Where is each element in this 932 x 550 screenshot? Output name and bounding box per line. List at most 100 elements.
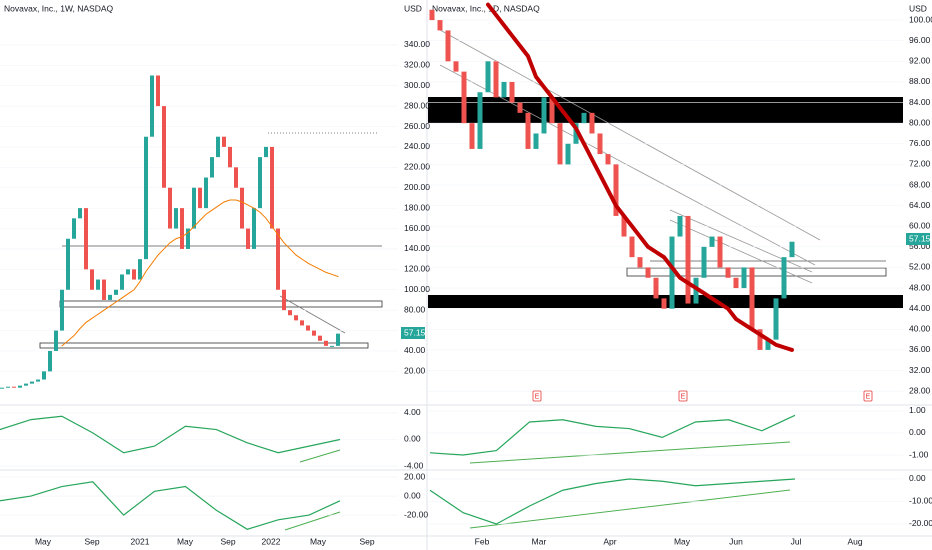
candle [493, 61, 499, 98]
candle [216, 136, 220, 158]
y-tick-label: -10.00 [909, 496, 932, 506]
candle [789, 241, 795, 258]
y-tick-label: 0.00 [909, 473, 926, 483]
x-tick-label: Mar [532, 536, 547, 546]
candle [222, 136, 226, 147]
candle [156, 75, 160, 107]
y-tick-label: -4.00 [404, 460, 424, 470]
x-tick-label: May [35, 536, 52, 546]
y-tick-label: 1.00 [909, 405, 926, 415]
candle [300, 320, 304, 326]
candle [509, 81, 515, 103]
candle [661, 298, 667, 309]
candle [114, 289, 118, 295]
y-tick-label: 260.00 [404, 121, 430, 131]
indicator-line [429, 414, 796, 456]
indicator-line [0, 415, 341, 454]
y-tick-label: 28.00 [909, 385, 931, 395]
candle [741, 267, 747, 289]
candle [162, 106, 166, 188]
candle [0, 387, 4, 389]
y-tick-label: 92.00 [909, 56, 931, 66]
candle [60, 289, 64, 331]
y-tick-label: 20.00 [404, 471, 426, 481]
y-tick-label: 0.00 [909, 427, 926, 437]
trend-line [669, 209, 813, 273]
candle [445, 30, 451, 62]
moving-average [61, 199, 339, 347]
candle [773, 298, 779, 340]
candle [228, 146, 232, 168]
candle [126, 269, 130, 275]
candle [108, 294, 112, 300]
candle [653, 277, 659, 299]
candle [709, 236, 715, 247]
y-tick-label: 76.00 [909, 138, 931, 148]
candle [36, 379, 40, 382]
candle [204, 177, 208, 209]
candle [485, 61, 491, 93]
y-tick-label: 280.00 [404, 100, 430, 110]
candle [210, 157, 214, 178]
candle [312, 330, 316, 336]
candle [132, 269, 136, 280]
x-tick-label: Apr [603, 536, 616, 546]
candle [621, 215, 627, 237]
candle [90, 269, 94, 290]
candle [725, 267, 731, 278]
y-tick-label: 0.00 [404, 434, 421, 444]
y-tick-label: 240.00 [404, 141, 430, 151]
candle [102, 279, 106, 300]
chart-title: Novavax, Inc., 1W, NASDAQ [4, 3, 114, 13]
earnings-marker [863, 390, 873, 402]
y-tick-label: 84.00 [909, 97, 931, 107]
candle [765, 339, 771, 350]
divergence-line [469, 489, 791, 529]
candle [324, 340, 328, 346]
candle [717, 236, 723, 268]
x-tick-label: May [674, 536, 691, 546]
x-tick-label: May [310, 536, 327, 546]
y-tick-label: 64.00 [909, 200, 931, 210]
candle [234, 167, 238, 188]
candle [120, 274, 124, 290]
trend-line [439, 64, 816, 266]
candle [18, 385, 22, 388]
y-tick-label: 320.00 [404, 60, 430, 70]
y-tick-label: 52.00 [909, 262, 931, 272]
price-badge [906, 233, 930, 245]
y-tick-label: 80.00 [404, 304, 426, 314]
candle [12, 386, 16, 388]
candle [749, 267, 755, 330]
candle [144, 136, 148, 260]
candle [437, 20, 443, 31]
drawn-zone [39, 342, 369, 349]
x-tick-label: Aug [847, 536, 862, 546]
candle [533, 133, 539, 149]
y-tick-label: 20.00 [404, 366, 426, 376]
moving-average [486, 2, 794, 352]
candle [461, 71, 467, 124]
candle [501, 81, 507, 98]
candle [192, 187, 196, 229]
candle [685, 215, 691, 304]
currency-label: USD [404, 3, 422, 13]
y-tick-label: -1.00 [909, 449, 929, 459]
candle [549, 97, 555, 124]
candle [198, 187, 202, 209]
x-tick-label: Sep [84, 536, 99, 546]
candle [669, 236, 675, 309]
candle [781, 257, 787, 299]
candle [288, 310, 292, 316]
candle [318, 335, 322, 341]
candle [138, 259, 142, 280]
candle [306, 325, 310, 331]
trend-line [279, 295, 346, 334]
candle [294, 315, 298, 321]
x-tick-label: Sep [359, 536, 374, 546]
candle [541, 97, 547, 134]
y-tick-label: 100.00 [909, 14, 932, 24]
divergence-line [299, 449, 341, 463]
candle [525, 112, 531, 149]
candle [66, 238, 70, 290]
